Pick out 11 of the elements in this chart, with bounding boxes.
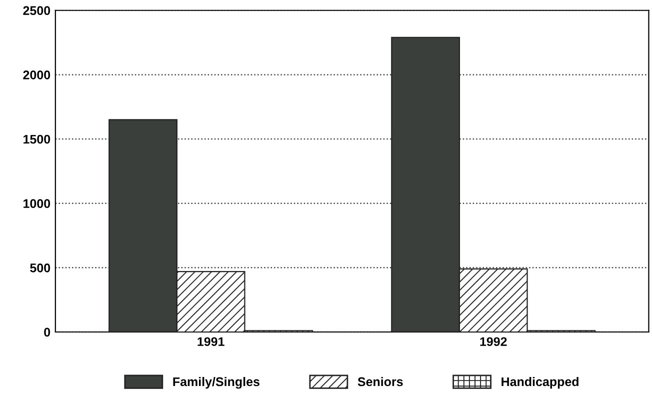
y-tick-label: 0 <box>44 328 50 337</box>
y-tick-label: 500 <box>30 263 50 272</box>
x-tick-label: 1992 <box>480 337 507 346</box>
y-tick-label: 2500 <box>23 6 50 16</box>
legend-label: Family/Singles <box>173 376 260 389</box>
y-tick-label: 1500 <box>24 134 50 144</box>
y-tick-label: 2000 <box>23 70 50 80</box>
x-tick-label: 1991 <box>198 337 224 346</box>
legend-label: Handicapped <box>502 376 578 389</box>
y-tick-label: 1000 <box>24 199 50 208</box>
legend-label: Seniors <box>358 376 403 386</box>
